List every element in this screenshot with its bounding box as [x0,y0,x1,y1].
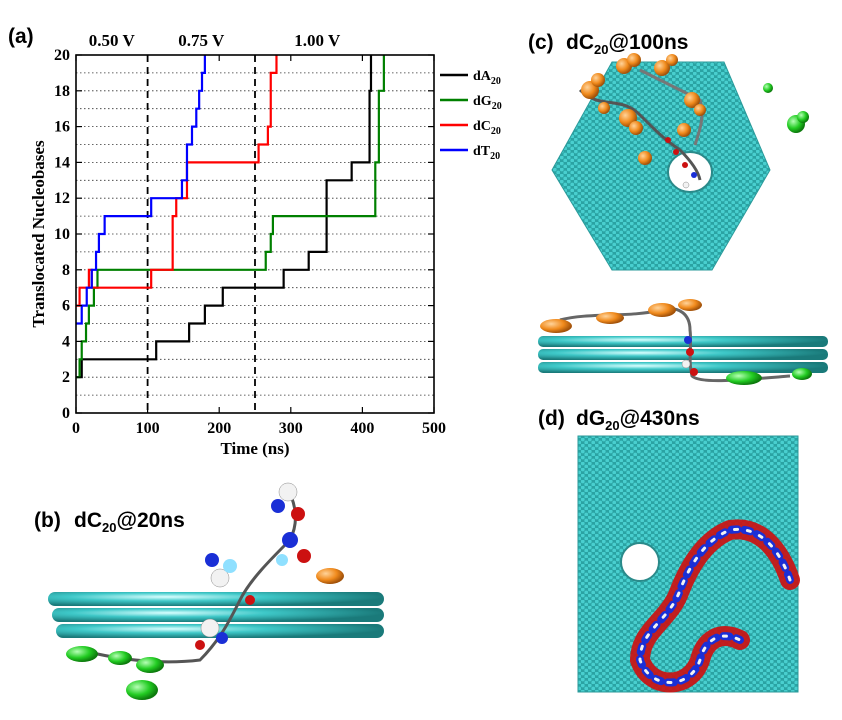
y-tick-label: 8 [62,262,70,279]
panel-c: (c) dC20@100ns [528,31,828,385]
chart-legend: dA20 dG20 dC20 dT20 [440,69,502,162]
y-tick-label: 6 [62,298,70,315]
series-line-dC20 [76,55,278,307]
chart-ticks: 0 100 200 300 400 500 0 2 4 6 8 10 12 14 16 18 20 [54,47,446,437]
panel-b: (b) dC20@20ns [34,482,384,700]
panel-c-title: dC20@100ns [566,31,689,57]
y-tick-label: 16 [54,119,70,136]
y-tick-label: 4 [62,333,70,350]
panel-d-label: (d) [538,407,565,430]
x-tick-label: 300 [279,420,303,437]
y-tick-label: 12 [54,190,70,207]
voltage-label: 0.50 V [89,31,136,50]
y-tick-label: 10 [54,226,70,243]
legend-label-dC20: dC20 [473,119,501,137]
graphene-layers-side-c [538,336,828,373]
graphene-layers-side-b [48,592,384,638]
panel-d-title: dG20@430ns [576,407,700,433]
graphene-sheet-top-view [551,61,771,271]
x-tick-label: 400 [350,420,374,437]
voltage-label: 0.75 V [178,31,225,50]
y-tick-label: 20 [54,47,70,64]
x-axis-title: Time (ns) [220,439,289,458]
y-tick-label: 2 [62,369,70,386]
y-tick-label: 18 [54,83,70,100]
series-line-dT20 [76,55,206,325]
legend-label-dT20: dT20 [473,144,500,162]
green-nucleobase-c [763,83,809,133]
y-axis-title: Translocated Nucleobases [29,140,48,328]
panel-b-label: (b) [34,509,61,532]
nanopore [667,151,713,193]
legend-label-dA20: dA20 [473,69,501,87]
dna-strand-d [629,519,800,693]
y-tick-label: 14 [54,154,70,171]
orange-nucleobases-c [581,53,706,165]
voltage-label: 1.00 V [294,31,341,50]
voltage-labels: 0.50 V 0.75 V 1.00 V [89,31,341,50]
nanopore-d [620,542,660,582]
series-line-dG20 [76,55,385,379]
panel-c-label: (c) [528,31,554,54]
chart-series [76,55,385,379]
panel-d: (d) dG20@430ns [538,407,800,693]
y-tick-label: 0 [62,405,70,422]
x-tick-label: 500 [422,420,446,437]
x-tick-label: 0 [72,420,80,437]
x-tick-label: 100 [136,420,160,437]
series-line-dA20 [76,55,373,379]
panel-a-label: (a) [8,25,34,48]
panel-b-title: dC20@20ns [74,509,185,535]
dna-side-c [540,299,812,385]
x-tick-label: 200 [207,420,231,437]
translocation-chart: (a) 0 100 200 300 400 500 0 2 4 6 8 10 12 14 16 18 20 0.… [8,25,502,458]
legend-label-dG20: dG20 [473,94,502,112]
green-nucleobases-b [66,646,164,700]
